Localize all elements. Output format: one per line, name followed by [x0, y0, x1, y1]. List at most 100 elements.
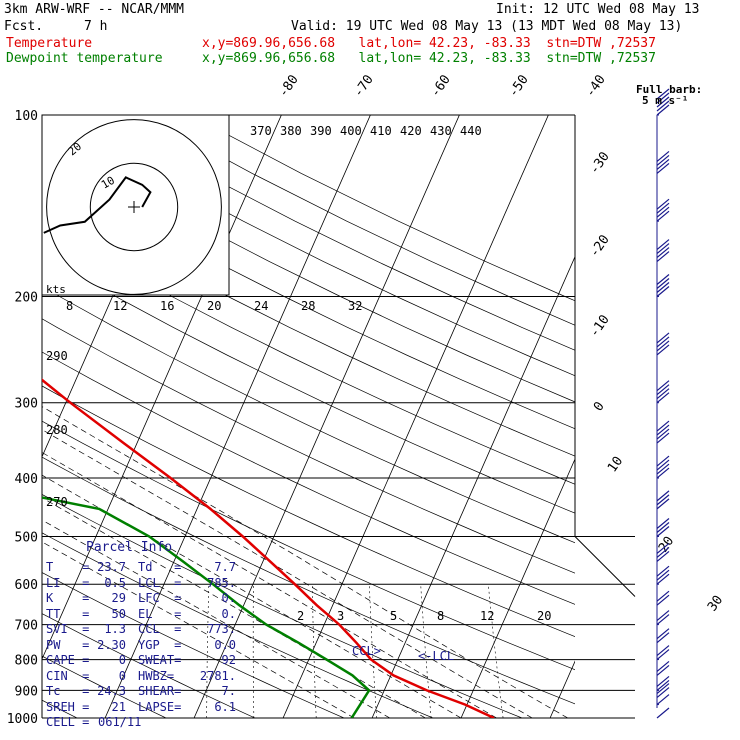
wind-barb-flag: [656, 498, 670, 510]
wind-barb: [656, 420, 670, 444]
parcel-value: 2.30: [97, 637, 126, 652]
isotherm-label: -20: [587, 232, 613, 260]
wind-barb-flag: [656, 459, 670, 471]
wind-barb-flag: [656, 569, 670, 581]
theta-label: 430: [430, 124, 452, 138]
wind-barb-flag: [656, 340, 670, 352]
wind-barb-flag: [656, 202, 670, 214]
wind-barb-flag: [656, 649, 670, 661]
parcel-row: K = 29 LFC = 0.: [46, 591, 238, 607]
hodograph-trace: [43, 176, 152, 234]
parcel-value: 29: [111, 591, 126, 605]
wind-barb-flag: [656, 494, 670, 506]
dry-adiabat: [42, 285, 575, 544]
dry-adiabat: [42, 572, 345, 718]
hodograph-ring: [46, 119, 222, 295]
parcel-key: LCL =: [138, 575, 182, 590]
parcel-key: LFC =: [138, 591, 182, 605]
wind-barb-flag: [656, 573, 670, 585]
dry-adiabat: [42, 318, 575, 574]
dry-adiabat: [42, 254, 575, 514]
wind-barb-flag: [656, 162, 670, 174]
wind-barb-flag: [656, 546, 670, 558]
temperature-legend: Temperature: [6, 36, 93, 51]
parcel-row: PW = 2.30 YGP = 0.0: [46, 638, 238, 654]
parcel-key: LAPSE=: [138, 699, 182, 714]
wind-barb: [656, 239, 670, 263]
parcel-value: 061/11: [98, 715, 142, 729]
wind-barb: [656, 274, 670, 298]
parcel-key: EL =: [138, 606, 182, 621]
pressure-tick-label: 400: [15, 472, 38, 487]
forecast-label: Fcst.: [4, 19, 44, 34]
wind-barb-flag: [656, 467, 670, 479]
theta-side-label: 270: [46, 495, 68, 509]
mixing-ratio-label: 12: [480, 609, 494, 623]
wind-barb-flag: [656, 282, 670, 293]
mixing-ratio-line: [420, 584, 432, 718]
parcel-key: LI =: [46, 575, 90, 590]
hodograph-ring: [89, 162, 179, 252]
parcel-key: Td =: [138, 560, 182, 574]
parcel-key: Tc =: [46, 684, 90, 698]
mixing-ratio-line: [488, 584, 504, 718]
isotherm-line: [104, 115, 371, 718]
dry-adiabat: [42, 613, 256, 718]
dewpoint-legend: Dewpoint temperature: [6, 51, 163, 66]
moist-adiabat-label: 28: [301, 299, 315, 313]
wind-barb-flag: [656, 380, 670, 392]
wind-barb-flag: [656, 274, 670, 285]
isotherm-line: [42, 115, 282, 661]
wind-barb: [656, 707, 670, 719]
parcel-value: 21: [111, 699, 126, 714]
dry-adiabat: [42, 655, 167, 718]
pressure-tick-label: 900: [15, 684, 38, 699]
isotherm-line: [282, 115, 549, 718]
wind-barb: [656, 645, 670, 661]
dewpoint-profile: [42, 496, 371, 718]
wind-barb-flag: [656, 428, 670, 440]
dry-adiabat: [42, 135, 575, 403]
mixing-ratio-line: [206, 584, 210, 718]
parcel-info-table: T = 23.7 Td = 7.7 LI = 0.5 LCL = 785. K = 29 LFC =…: [46, 560, 238, 731]
pressure-tick-label: 200: [15, 291, 38, 306]
wind-barb-flag: [656, 104, 670, 116]
wind-barb-flag: [656, 198, 670, 210]
pressure-tick-label: 500: [15, 530, 38, 545]
dry-adiabat: [42, 223, 575, 485]
wind-barb-flag: [656, 645, 670, 657]
parcel-key: CAPE =: [46, 653, 90, 667]
wind-barb: [656, 518, 670, 537]
parcel-row: LI = 0.5 LCL = 785.: [46, 576, 238, 592]
isotherm-line: [371, 255, 575, 718]
wind-barb-flag: [656, 664, 670, 676]
wind-barb-flag: [656, 455, 670, 467]
parcel-row: T = 23.7 Td = 7.7: [46, 560, 238, 576]
theta-label: 400: [340, 124, 362, 138]
moist-adiabat: [42, 497, 426, 718]
isotherm-label: -80: [276, 72, 302, 100]
parcel-value: 0.: [221, 591, 236, 605]
init-time: Init: 12 UTC Wed 08 May 13: [496, 2, 700, 17]
parcel-key: YGP =: [138, 637, 182, 652]
wind-barb-flag: [656, 420, 670, 432]
isotherm-line: [549, 660, 575, 718]
isotherm-label: -40: [583, 72, 609, 100]
wind-barb-flag: [656, 707, 670, 719]
parcel-row: CIN = 0 HWBZ= 2781.: [46, 669, 238, 685]
wind-barb: [656, 455, 670, 479]
wind-barb-flag: [656, 424, 670, 436]
wind-barb: [656, 150, 670, 174]
wind-barb-flag: [656, 565, 670, 577]
wind-legend-title: Full barb:: [636, 83, 703, 96]
wind-barb-flag: [656, 251, 670, 263]
pressure-tick-label: 600: [15, 578, 38, 593]
dry-adiabat: [42, 420, 575, 671]
isotherm-label: 30: [705, 593, 726, 614]
wind-barb-flag: [656, 210, 670, 222]
pressure-tick-label: 100: [15, 109, 38, 124]
wind-barb-flag: [656, 632, 670, 644]
mixing-ratio-label: 20: [537, 609, 551, 623]
wind-barb-flag: [656, 675, 670, 687]
